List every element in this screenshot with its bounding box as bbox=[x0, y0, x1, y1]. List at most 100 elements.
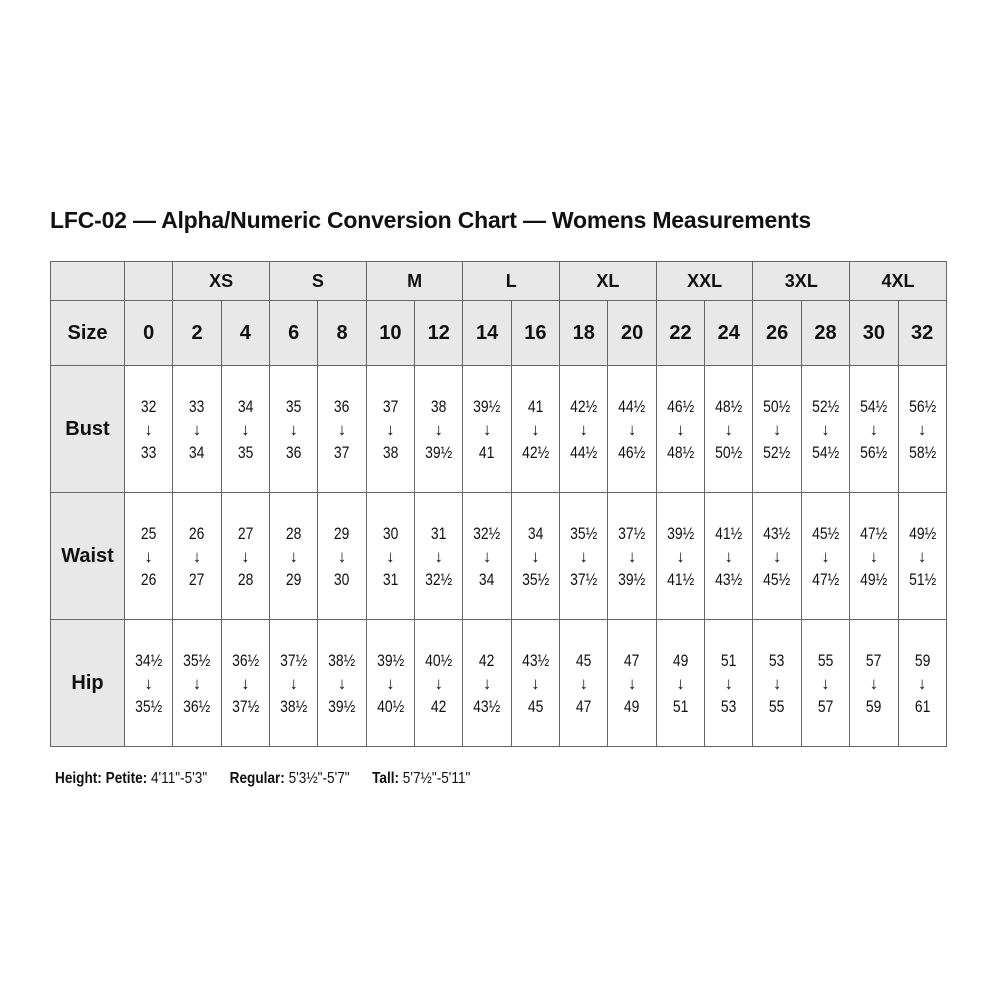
range-min: 46½ bbox=[666, 396, 695, 416]
alpha-size-header: XL bbox=[559, 261, 657, 301]
row-label: Bust bbox=[50, 365, 125, 493]
range-max: 36 bbox=[285, 442, 302, 462]
range-min: 39½ bbox=[666, 523, 695, 543]
alpha-size-header bbox=[123, 261, 174, 301]
measurement-row-waist: Waist 25 ↓ 26 26 ↓ 27 27 ↓ 28 28 ↓ 29 29 ↓ 30 30 ↓ 31 31 ↓ 32… bbox=[50, 492, 947, 620]
measurement-cell: 45 ↓ 47 bbox=[559, 619, 609, 747]
range-min: 41½ bbox=[715, 523, 743, 543]
measurement-cell: 39½ ↓ 40½ bbox=[365, 619, 416, 747]
height-label: Height: bbox=[55, 770, 102, 787]
measurement-cell: 29 ↓ 30 bbox=[317, 492, 367, 620]
arrow-down-icon: ↓ bbox=[192, 546, 202, 566]
range-max: 58½ bbox=[908, 442, 936, 462]
measurement-cell: 59 ↓ 61 bbox=[897, 619, 947, 747]
range-min: 35 bbox=[285, 396, 302, 416]
range-min: 55 bbox=[817, 650, 834, 670]
range-min: 35½ bbox=[570, 523, 598, 543]
range-min: 42½ bbox=[570, 396, 598, 416]
range-min: 37½ bbox=[618, 523, 646, 543]
measurement-cell: 38 ↓ 39½ bbox=[414, 365, 464, 493]
arrow-down-icon: ↓ bbox=[386, 419, 395, 439]
measurement-cell: 53 ↓ 55 bbox=[752, 619, 802, 747]
measurement-cell: 35½ ↓ 37½ bbox=[559, 492, 609, 620]
range-min: 33 bbox=[189, 396, 205, 416]
measurement-cell: 49 ↓ 51 bbox=[655, 619, 706, 747]
range-max: 27 bbox=[189, 569, 205, 589]
arrow-down-icon: ↓ bbox=[869, 419, 879, 439]
alpha-size-header: L bbox=[462, 261, 561, 301]
range-min: 26 bbox=[189, 523, 205, 543]
measurement-row-bust: Bust 32 ↓ 33 33 ↓ 34 34 ↓ 35 35 ↓ 36 36 ↓ 37 37 ↓ 38 38 ↓ 39½… bbox=[50, 365, 947, 493]
range-max: 26 bbox=[140, 569, 157, 589]
range-min: 57 bbox=[866, 650, 882, 670]
measurement-cell: 48½ ↓ 50½ bbox=[704, 365, 754, 493]
measurement-cell: 52½ ↓ 54½ bbox=[800, 365, 851, 493]
range-min: 56½ bbox=[908, 396, 936, 416]
arrow-down-icon: ↓ bbox=[337, 419, 347, 439]
range-max: 49 bbox=[624, 696, 640, 716]
arrow-down-icon: ↓ bbox=[192, 673, 202, 693]
range-min: 44½ bbox=[618, 396, 646, 416]
alpha-size-row: XS S M L XL XXL 3XL 4XL bbox=[50, 261, 947, 301]
row-label: Hip bbox=[50, 619, 125, 747]
range-max: 34 bbox=[479, 569, 495, 589]
measurement-cell: 34 ↓ 35 bbox=[220, 365, 271, 493]
range-min: 37 bbox=[382, 396, 399, 416]
alpha-size-header: M bbox=[365, 261, 464, 301]
range-max: 56½ bbox=[860, 442, 888, 462]
measurement-cell: 34 ↓ 35½ bbox=[510, 492, 561, 620]
range-max: 51 bbox=[672, 696, 689, 716]
arrow-down-icon: ↓ bbox=[917, 546, 927, 566]
alpha-size-header: XXL bbox=[655, 261, 754, 301]
arrow-down-icon: ↓ bbox=[917, 419, 927, 439]
measurement-row-hip: Hip 34½ ↓ 35½ 35½ ↓ 36½ 36½ ↓ 37½ 37½ ↓ 38½ 38½ ↓ 39½ 39… bbox=[50, 619, 947, 747]
range-max: 38 bbox=[382, 442, 399, 462]
range-min: 38½ bbox=[328, 650, 356, 670]
measurement-cell: 43½ ↓ 45½ bbox=[752, 492, 802, 620]
arrow-down-icon: ↓ bbox=[579, 546, 589, 566]
measurement-cell: 26 ↓ 27 bbox=[172, 492, 222, 620]
range-max: 34 bbox=[189, 442, 205, 462]
range-min: 27 bbox=[237, 523, 254, 543]
arrow-down-icon: ↓ bbox=[676, 673, 685, 693]
range-max: 53 bbox=[721, 696, 737, 716]
range-min: 50½ bbox=[763, 396, 791, 416]
arrow-down-icon: ↓ bbox=[531, 673, 540, 693]
arrow-down-icon: ↓ bbox=[821, 419, 830, 439]
range-max: 47 bbox=[576, 696, 592, 716]
measurement-cell: 57 ↓ 59 bbox=[849, 619, 899, 747]
measurement-cell: 45½ ↓ 47½ bbox=[800, 492, 851, 620]
range-min: 59 bbox=[914, 650, 930, 670]
arrow-down-icon: ↓ bbox=[241, 673, 250, 693]
range-min: 28 bbox=[285, 523, 302, 543]
range-min: 53 bbox=[769, 650, 785, 670]
range-max: 42 bbox=[430, 696, 447, 716]
measurement-cell: 43½ ↓ 45 bbox=[510, 619, 561, 747]
arrow-down-icon: ↓ bbox=[627, 673, 637, 693]
range-min: 42 bbox=[479, 650, 495, 670]
measurement-cell: 35½ ↓ 36½ bbox=[172, 619, 222, 747]
numeric-size-cell: 6 bbox=[269, 300, 319, 366]
numeric-size-cell: 28 bbox=[800, 300, 851, 366]
range-max: 30 bbox=[334, 569, 350, 589]
arrow-down-icon: ↓ bbox=[579, 419, 589, 439]
range-max: 45½ bbox=[763, 569, 791, 589]
range-max: 36½ bbox=[183, 696, 211, 716]
numeric-size-cell: 30 bbox=[849, 300, 899, 366]
numeric-size-row: Size 0 2 4 6 8 10 12 14 16 18 20 22 24 26 28 30 32 bbox=[50, 300, 947, 366]
range-min: 32 bbox=[140, 396, 157, 416]
arrow-down-icon: ↓ bbox=[337, 546, 347, 566]
range-max: 39½ bbox=[618, 569, 646, 589]
range-max: 38½ bbox=[280, 696, 308, 716]
measurement-cell: 39½ ↓ 41 bbox=[462, 365, 512, 493]
arrow-down-icon: ↓ bbox=[676, 546, 685, 566]
range-max: 46½ bbox=[618, 442, 646, 462]
range-min: 39½ bbox=[376, 650, 404, 670]
measurement-cell: 36 ↓ 37 bbox=[317, 365, 367, 493]
range-max: 61 bbox=[914, 696, 930, 716]
arrow-down-icon: ↓ bbox=[144, 419, 153, 439]
petite-label: Petite: bbox=[105, 770, 148, 787]
row-label-size: Size bbox=[50, 300, 125, 366]
alpha-size-header: 3XL bbox=[752, 261, 851, 301]
range-min: 29 bbox=[334, 523, 350, 543]
